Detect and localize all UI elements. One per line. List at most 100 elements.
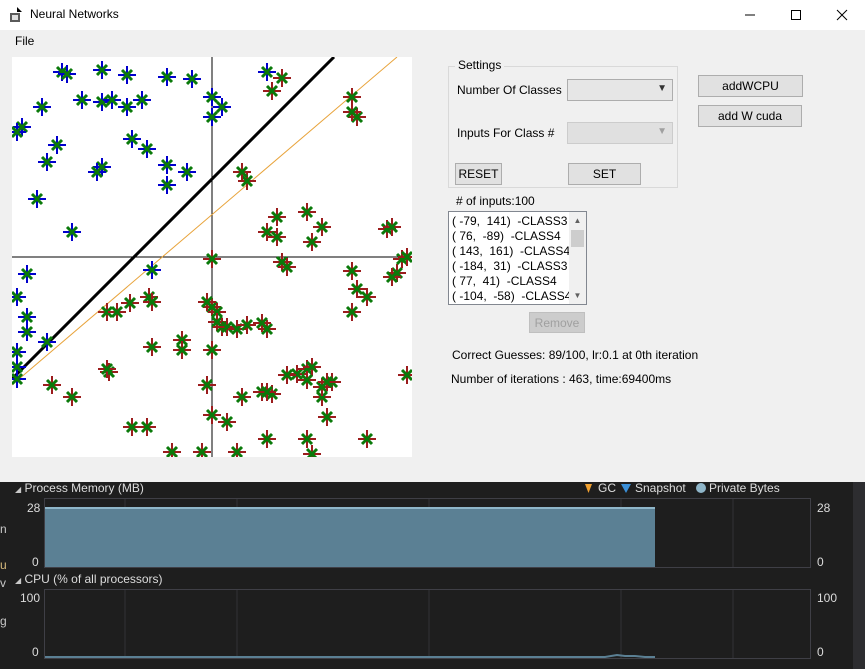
class4-point [143,338,161,356]
scroll-up-icon[interactable]: ▲ [573,216,582,225]
cpu-graph[interactable] [44,589,811,659]
memory-usage-area [45,508,655,567]
class4-point [143,293,161,311]
class4-point [198,293,216,311]
gc-marker-icon [585,483,592,493]
class4-point [233,163,251,181]
decision-boundary-thick [12,57,336,381]
cpu-axis-max-right: 100 [817,591,838,605]
class4-point [303,358,321,376]
class3-point [118,66,136,84]
memory-axis-min-right: 0 [817,555,824,569]
list-item[interactable]: ( -184, 31) -CLASS3 [452,259,568,273]
class4-point [343,262,361,280]
class4-point [268,228,286,246]
class3-point [118,98,136,116]
legend-private-bytes: Private Bytes [695,481,780,495]
inputs-listbox[interactable]: ( -79, 141) -CLASS3 ( 76, -89) -CLASS4 (… [448,211,587,305]
minimize-button[interactable] [727,0,773,30]
class3-point [258,63,276,81]
legend-gc-label: GC [598,481,616,495]
edge-char: n [0,522,7,536]
class4-point [298,430,316,448]
class3-point [183,70,201,88]
cpu-axis-min-left: 0 [32,645,39,659]
number-of-classes-select[interactable]: ▼ [567,79,673,101]
class4-point [303,233,321,251]
memory-graph[interactable] [44,498,811,568]
listbox-scrollbar[interactable]: ▲ ▼ [569,212,586,304]
collapse-icon[interactable]: ◢ [15,485,22,494]
class4-point [278,366,296,384]
class3-point [28,190,46,208]
cpu-graph-svg [45,590,734,658]
cpu-section-header[interactable]: ◢ CPU (% of all processors) [15,572,163,586]
class3-point [178,163,196,181]
class4-point [258,383,276,401]
class4-point [263,82,281,100]
close-button[interactable] [819,0,865,30]
class4-point [63,388,81,406]
scroll-down-icon[interactable]: ▼ [573,291,582,300]
class4-point [238,172,256,190]
list-item[interactable]: ( 76, -89) -CLASS4 [452,229,561,243]
set-button[interactable]: SET [568,163,641,185]
list-item[interactable]: ( -104, -58) -CLASS4 [452,289,572,303]
right-scrollbar-strip[interactable] [853,482,865,669]
class3-point [12,288,26,306]
memory-section-title: Process Memory (MB) [24,481,144,495]
list-item[interactable]: ( 143, 161) -CLASS4 [452,244,571,258]
inputs-count-label: # of inputs:100 [456,194,535,208]
classification-canvas[interactable] [12,57,412,457]
class4-point [238,316,256,334]
scroll-thumb[interactable] [571,230,584,247]
class4-point [173,341,191,359]
class3-point [103,91,121,109]
class4-point [298,371,316,389]
menu-bar: File [0,30,865,52]
class4-point [303,445,321,457]
cpu-axis-min-right: 0 [817,645,824,659]
menu-file[interactable]: File [15,34,35,48]
edge-char: g [0,614,7,628]
title-bar[interactable]: Neural Networks [0,0,865,30]
class4-point [318,408,336,426]
inputs-for-class-select[interactable]: ▼ [567,122,673,144]
legend-snapshot-label: Snapshot [635,481,686,495]
class3-point [158,176,176,194]
class4-point [383,268,401,286]
maximize-icon [791,10,801,20]
correct-guesses-label: Correct Guesses: 89/100, lr:0.1 at 0th i… [452,348,699,362]
edge-char: u [0,558,7,572]
left-editor-edge: n u v g [0,482,12,669]
collapse-icon[interactable]: ◢ [15,576,22,585]
remove-button[interactable]: Remove [529,312,585,333]
maximize-button[interactable] [773,0,819,30]
legend-private-bytes-label: Private Bytes [709,481,780,495]
class4-point [398,248,412,266]
class4-point [228,443,246,457]
class4-point [258,430,276,448]
list-item[interactable]: ( -79, 141) -CLASS3 [452,214,568,228]
class3-point [38,333,56,351]
reset-button[interactable]: RESET [455,163,502,185]
private-bytes-marker-icon [696,483,706,493]
memory-section-header[interactable]: ◢ Process Memory (MB) [15,481,144,495]
class4-point [121,294,139,312]
add-w-cuda-button[interactable]: add W cuda [698,105,802,127]
list-item[interactable]: ( 77, 41) -CLASS4 [452,274,557,288]
settings-group [448,66,678,188]
class4-point [383,218,401,236]
memory-graph-svg [45,499,734,567]
class3-point [63,223,81,241]
add-wcpu-button[interactable]: addWCPU [698,75,803,97]
class3-point [38,153,56,171]
class4-point [348,280,366,298]
class3-point [48,136,66,154]
class3-point [203,88,221,106]
cpu-usage-line [45,653,655,658]
class3-point [18,265,36,283]
class3-point [138,140,156,158]
class4-point [343,88,361,106]
class4-point [203,341,221,359]
